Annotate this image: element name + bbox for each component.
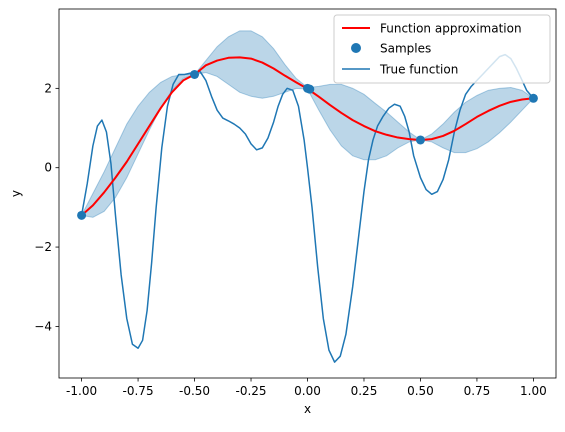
- x-tick-label: -0.25: [235, 384, 266, 398]
- y-tick-label: −2: [34, 240, 52, 254]
- x-axis-label: x: [304, 402, 311, 416]
- y-axis-label: y: [9, 190, 23, 197]
- y-tick-label: −4: [34, 319, 52, 333]
- x-tick-label: 0.75: [464, 384, 491, 398]
- legend-box: [333, 14, 551, 84]
- legend: Function approximation Samples True func…: [333, 14, 551, 84]
- x-tick-label: 0.00: [294, 384, 321, 398]
- x-tick-label: -0.50: [179, 384, 210, 398]
- x-tick-label: 0.25: [351, 384, 378, 398]
- x-tick-label: -1.00: [66, 384, 97, 398]
- sample-point: [528, 93, 538, 103]
- true-function-layer: [80, 53, 534, 363]
- sample-point: [305, 84, 315, 94]
- y-tick-label: 2: [44, 81, 52, 95]
- sample-point: [190, 69, 200, 79]
- sample-point: [77, 210, 87, 220]
- x-tick-label: 1.00: [520, 384, 547, 398]
- y-ticks: −4 −2 0 2: [34, 81, 59, 333]
- true-function-line: [80, 53, 534, 363]
- legend-label-true-function: True function: [379, 63, 458, 77]
- legend-label-samples: Samples: [380, 42, 431, 56]
- y-tick-label: 0: [44, 161, 52, 175]
- x-tick-label: -0.75: [123, 384, 154, 398]
- x-ticks: -1.00 -0.75 -0.50 -0.25 0.00 0.25 0.50 0.75 1.00: [66, 378, 547, 398]
- x-tick-label: 0.50: [407, 384, 434, 398]
- legend-label-function-approximation: Function approximation: [380, 22, 522, 36]
- sample-point: [415, 135, 425, 145]
- legend-swatch-samples: [351, 43, 361, 53]
- samples-layer: [77, 69, 538, 220]
